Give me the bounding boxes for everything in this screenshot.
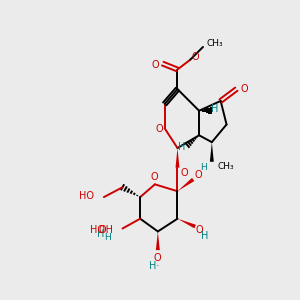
- Text: H: H: [211, 104, 218, 114]
- Text: OH: OH: [99, 226, 114, 236]
- Text: HO: HO: [79, 191, 94, 201]
- Text: O: O: [195, 226, 203, 236]
- Text: O: O: [191, 52, 199, 62]
- Polygon shape: [156, 232, 160, 250]
- Text: O: O: [181, 168, 188, 178]
- Polygon shape: [178, 219, 196, 228]
- Text: O: O: [155, 124, 163, 134]
- Text: CH₃: CH₃: [207, 40, 224, 49]
- Polygon shape: [178, 178, 194, 191]
- Text: H: H: [200, 163, 206, 172]
- Text: H: H: [98, 230, 105, 239]
- Text: H: H: [201, 231, 209, 242]
- Text: CH₃: CH₃: [218, 162, 234, 171]
- Polygon shape: [176, 148, 179, 168]
- Text: O: O: [194, 169, 202, 179]
- Text: O: O: [240, 84, 248, 94]
- Text: O: O: [150, 172, 158, 182]
- Text: HO: HO: [90, 224, 105, 235]
- Text: H: H: [178, 142, 185, 152]
- Text: H·: H·: [149, 261, 159, 271]
- Text: O: O: [151, 60, 159, 70]
- Polygon shape: [210, 142, 214, 162]
- Text: O: O: [153, 253, 161, 263]
- Text: H: H: [104, 233, 111, 242]
